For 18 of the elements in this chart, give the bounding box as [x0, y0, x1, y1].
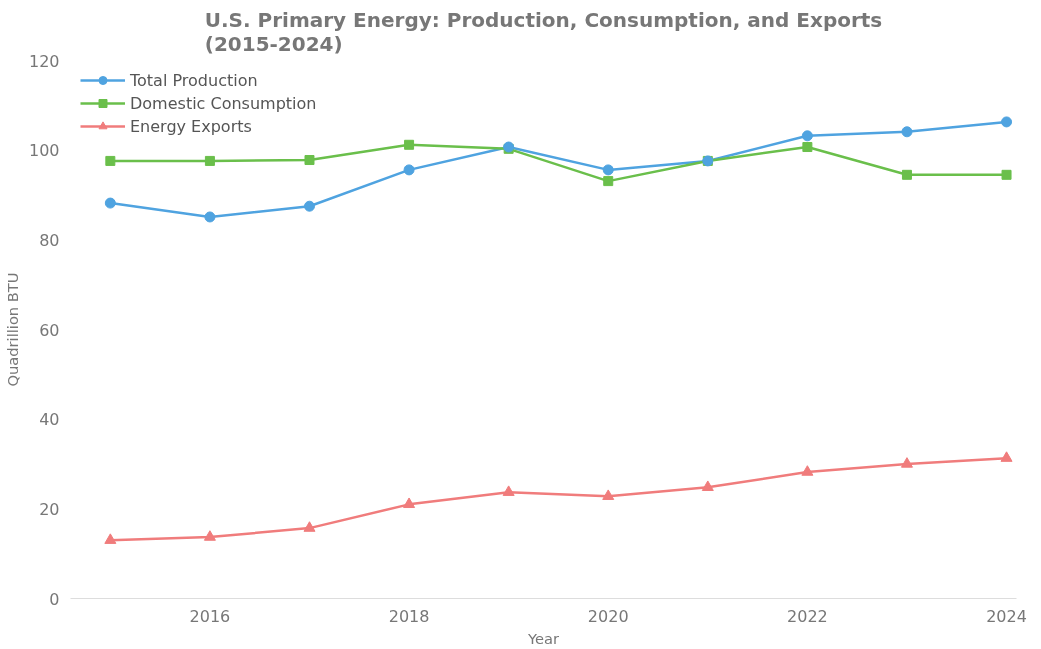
x-tick-label: 2022	[787, 606, 828, 626]
y-tick-label: 60	[39, 320, 60, 340]
legend-label: Total Production	[130, 70, 258, 90]
y-tick-label: 100	[28, 141, 60, 161]
x-tick-label: 2020	[587, 606, 629, 626]
chart-title: U.S. Primary Energy: Production, Consumption, and Exports (2015-2024)	[204, 7, 883, 56]
y-axis-title: Quadrillion BTU	[3, 272, 21, 387]
y-tick-label: 120	[28, 51, 60, 71]
y-tick-label: 80	[39, 230, 60, 250]
x-axis-title: Year	[526, 629, 560, 647]
x-tick-label: 2024	[986, 606, 1027, 626]
x-tick-label: 2016	[189, 606, 231, 626]
legend-label: Energy Exports	[130, 116, 252, 136]
y-tick-label: 20	[39, 499, 60, 519]
y-tick-label: 40	[39, 410, 60, 430]
legend-label: Domestic Consumption	[130, 93, 317, 113]
y-tick-label: 0	[49, 589, 60, 609]
x-tick-label: 2018	[388, 606, 430, 626]
